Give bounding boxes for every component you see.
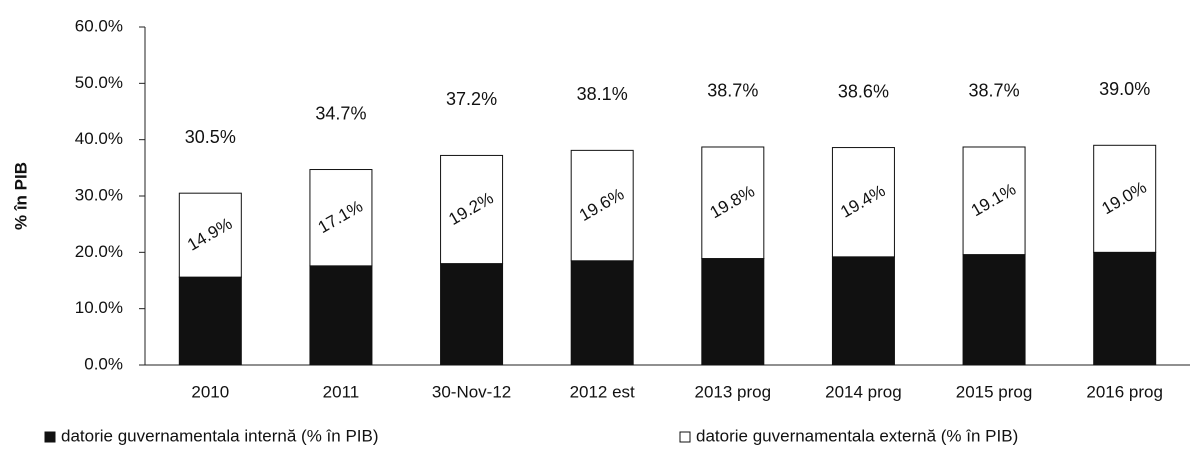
bar-segment	[1093, 251, 1157, 366]
total-label: 34.7%	[315, 103, 366, 123]
y-tick-label: 50.0%	[75, 73, 123, 92]
bar-segment	[1093, 144, 1157, 253]
bar-segment	[570, 149, 634, 262]
bar-segment	[831, 147, 895, 258]
total-label: 38.1%	[577, 84, 628, 104]
x-tick-label: 2013 prog	[695, 382, 772, 401]
bar-segment	[309, 169, 373, 267]
bar-segment	[178, 276, 242, 366]
x-tick-label: 2011	[323, 382, 360, 401]
y-tick-label: 40.0%	[75, 129, 123, 148]
x-tick-label: 2016 prog	[1086, 382, 1163, 401]
total-label: 38.7%	[969, 81, 1020, 101]
legend-label: datorie guvernamentala externă (% în PIB…	[696, 426, 1018, 445]
bar-segment	[178, 192, 242, 278]
bar-segment	[701, 146, 765, 260]
bar-segment	[701, 258, 765, 366]
y-tick-label: 20.0%	[75, 242, 123, 261]
total-label: 30.5%	[185, 127, 236, 147]
x-tick-label: 2015 prog	[956, 382, 1033, 401]
legend-swatch	[44, 431, 56, 443]
x-tick-label: 2010	[191, 382, 229, 401]
y-tick-label: 60.0%	[75, 16, 123, 35]
y-tick-label: 30.0%	[75, 185, 123, 204]
bar-segment	[440, 263, 504, 366]
bar-segment	[962, 254, 1026, 366]
x-tick-label: 2012 est	[570, 382, 635, 401]
total-label: 39.0%	[1099, 79, 1150, 99]
legend-label: datorie guvernamentala internă (% în PIB…	[61, 426, 379, 445]
x-tick-label: 2014 prog	[825, 382, 902, 401]
x-tick-label: 30-Nov-12	[432, 382, 511, 401]
bar-segment	[570, 260, 634, 366]
bar-segment	[831, 256, 895, 366]
bar-segment	[440, 154, 504, 265]
total-label: 37.2%	[446, 89, 497, 109]
total-label: 38.6%	[838, 81, 889, 101]
legend-swatch	[679, 431, 691, 443]
bar-segment	[309, 265, 373, 366]
y-tick-label: 10.0%	[75, 298, 123, 317]
bar-segment	[962, 146, 1026, 256]
y-tick-label: 0.0%	[84, 354, 123, 373]
y-axis-label: % în PIB	[11, 162, 30, 230]
total-label: 38.7%	[707, 81, 758, 101]
